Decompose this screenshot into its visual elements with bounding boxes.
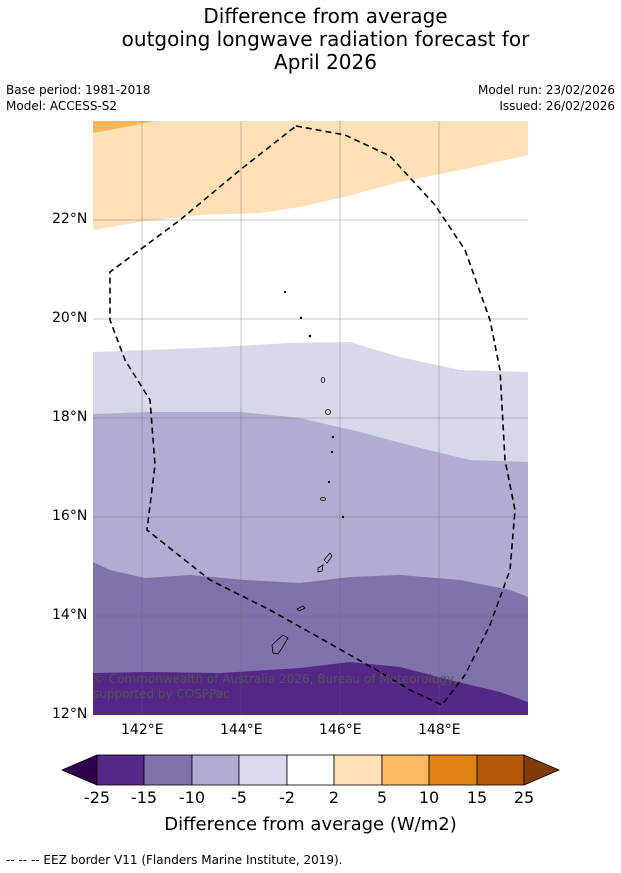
chart-title: Difference from average outgoing longwav… — [0, 5, 621, 74]
map-area — [93, 121, 528, 715]
lat-label-16n: 16°N — [52, 508, 88, 524]
colorbar-segment-2 — [143, 754, 193, 786]
gridlines — [93, 121, 528, 715]
colorbar-segment-3 — [191, 754, 240, 786]
colorbar — [60, 754, 561, 786]
lon-label-142e: 142°E — [121, 722, 164, 738]
colorbar-extend-high — [523, 754, 561, 786]
cbar-tick-6: 5 — [376, 788, 388, 807]
lon-label-146e: 146°E — [319, 722, 362, 738]
lat-label-22n: 22°N — [52, 211, 88, 227]
lat-label-14n: 14°N — [52, 607, 88, 623]
colorbar-segment-1 — [96, 754, 145, 786]
base-period: Base period: 1981-2018 — [6, 83, 151, 97]
cbar-tick-0: -25 — [83, 788, 111, 807]
cbar-tick-7: 10 — [418, 788, 440, 807]
cbar-tick-2: -10 — [178, 788, 206, 807]
lat-label-18n: 18°N — [52, 409, 88, 425]
colorbar-segment-6 — [333, 754, 383, 786]
cbar-tick-3: -5 — [231, 788, 247, 807]
colorbar-title: Difference from average (W/m2) — [164, 814, 457, 835]
copyright-text: © Commonwealth of Australia 2026, Bureau… — [93, 672, 458, 701]
cbar-tick-9: 25 — [513, 788, 535, 807]
colorbar-segment-5 — [286, 754, 335, 786]
lat-label-20n: 20°N — [52, 310, 88, 326]
eez-border — [109, 125, 516, 706]
issued-date: Issued: 26/02/2026 — [499, 99, 615, 113]
model-run: Model run: 23/02/2026 — [477, 83, 615, 97]
band-purple-4 — [93, 662, 528, 715]
model-name: Model: ACCESS-S2 — [6, 99, 118, 113]
colorbar-segment-7 — [381, 754, 430, 786]
title-line-3: April 2026 — [274, 50, 377, 74]
footer-note: -- -- -- EEZ border V11 (Flanders Marine… — [6, 853, 343, 867]
cbar-tick-1: -15 — [130, 788, 158, 807]
guam-island — [271, 634, 289, 655]
band-orange-light — [93, 121, 528, 230]
title-line-2: outgoing longwave radiation forecast for — [121, 27, 530, 51]
title-line-1: Difference from average — [203, 4, 448, 28]
lon-label-148e: 148°E — [418, 722, 461, 738]
colorbar-segment-8 — [428, 754, 478, 786]
colorbar-segment-9 — [476, 754, 525, 786]
islands — [271, 290, 345, 655]
cbar-tick-8: 15 — [466, 788, 488, 807]
cbar-tick-5: 2 — [328, 788, 340, 807]
meta-right: Model run: 23/02/2026 Issued: 26/02/2026 — [478, 82, 615, 114]
lon-label-144e: 144°E — [220, 722, 263, 738]
colorbar-extend-low — [60, 754, 98, 786]
band-orange-dark — [93, 121, 155, 133]
lat-label-12n: 12°N — [52, 706, 88, 722]
cbar-tick-4: -2 — [279, 788, 295, 807]
colorbar-segment-4 — [238, 754, 288, 786]
meta-left: Base period: 1981-2018 Model: ACCESS-S2 — [6, 82, 151, 114]
